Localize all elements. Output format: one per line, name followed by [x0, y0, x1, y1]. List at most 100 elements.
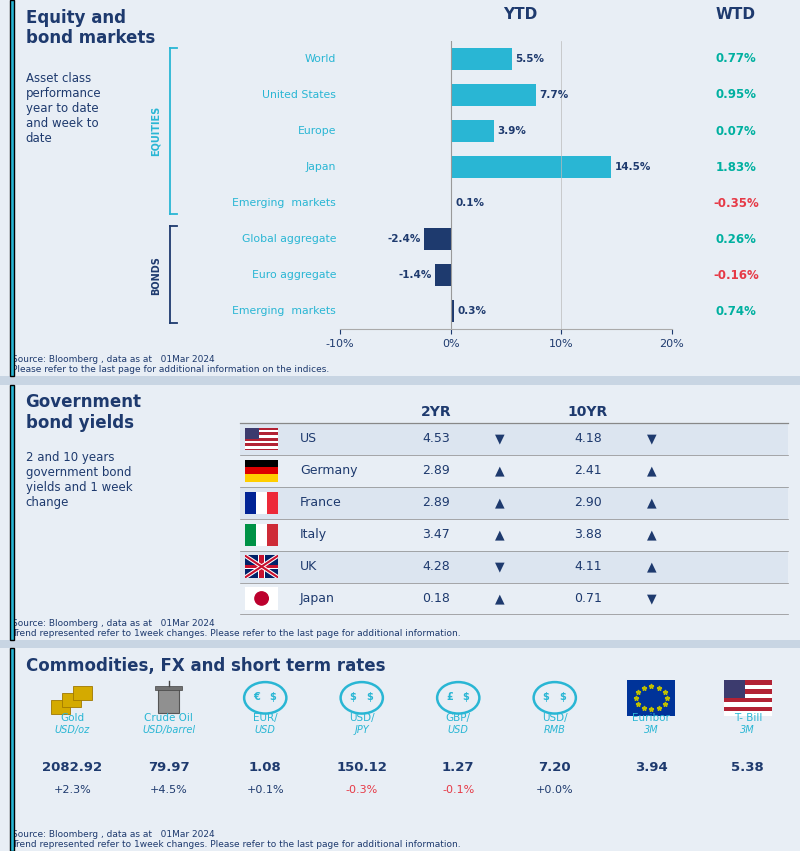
Bar — [267, 523, 278, 545]
Text: 4.28: 4.28 — [422, 560, 450, 573]
Bar — [245, 564, 278, 568]
Bar — [245, 492, 256, 514]
Text: Asset class
performance
year to date
and week to
date: Asset class performance year to date and… — [26, 72, 102, 146]
Text: Japan: Japan — [306, 162, 336, 172]
Text: 7.20: 7.20 — [538, 762, 571, 774]
Text: €: € — [254, 692, 260, 702]
Text: $: $ — [559, 692, 566, 702]
Text: 1.08: 1.08 — [249, 762, 282, 774]
Text: 0.71: 0.71 — [574, 592, 602, 605]
Text: USD: USD — [255, 725, 276, 735]
Text: -0.3%: -0.3% — [346, 785, 378, 795]
Text: Emerging  markets: Emerging markets — [232, 306, 336, 317]
Text: 0.18: 0.18 — [422, 592, 450, 605]
Text: USD/: USD/ — [542, 713, 567, 723]
Text: ▲: ▲ — [647, 560, 657, 573]
Bar — [724, 711, 772, 716]
Text: 5.5%: 5.5% — [515, 54, 544, 64]
Text: +0.0%: +0.0% — [536, 785, 574, 795]
Bar — [450, 84, 536, 106]
Text: 3.47: 3.47 — [422, 528, 450, 541]
Bar — [74, 686, 93, 700]
Text: 79.97: 79.97 — [148, 762, 190, 774]
Text: 1.83%: 1.83% — [715, 161, 757, 174]
Bar — [724, 702, 772, 706]
Text: JPY: JPY — [354, 725, 369, 735]
Text: Japan: Japan — [300, 592, 335, 605]
Text: -0.35%: -0.35% — [713, 197, 759, 209]
Text: $: $ — [542, 692, 550, 702]
Bar — [245, 523, 256, 545]
Text: UK: UK — [300, 560, 318, 573]
Text: ▲: ▲ — [495, 592, 505, 605]
Text: 0.07%: 0.07% — [716, 124, 756, 138]
Text: -0.16%: -0.16% — [713, 269, 759, 282]
Text: 2YR: 2YR — [421, 405, 451, 419]
Text: Euro aggregate: Euro aggregate — [251, 271, 336, 280]
Text: Europe: Europe — [298, 126, 336, 136]
Text: ▲: ▲ — [647, 528, 657, 541]
Text: 2082.92: 2082.92 — [42, 762, 102, 774]
Text: Source: Bloomberg , data as at   01Mar 2024
Trend represented refer to 1week cha: Source: Bloomberg , data as at 01Mar 202… — [12, 619, 461, 638]
Text: £: £ — [446, 692, 453, 702]
Text: EUR/: EUR/ — [253, 713, 278, 723]
Text: 7.7%: 7.7% — [539, 90, 569, 100]
Bar — [245, 446, 278, 448]
Text: 14.5%: 14.5% — [614, 162, 651, 172]
Bar — [155, 686, 182, 690]
Text: 0.77%: 0.77% — [716, 53, 756, 66]
Text: Crude Oil: Crude Oil — [144, 713, 193, 723]
Bar — [258, 556, 265, 578]
Text: +2.3%: +2.3% — [54, 785, 91, 795]
Text: Equity and
bond markets: Equity and bond markets — [26, 9, 155, 48]
Text: WTD: WTD — [716, 7, 756, 22]
Bar — [245, 441, 278, 443]
Bar — [245, 460, 278, 467]
Text: -0.1%: -0.1% — [442, 785, 474, 795]
Text: 3.94: 3.94 — [635, 762, 668, 774]
Text: 3M: 3M — [644, 725, 658, 735]
Bar — [245, 435, 278, 437]
Text: GBP/: GBP/ — [446, 713, 470, 723]
Text: 0.1%: 0.1% — [455, 198, 484, 208]
Bar — [724, 684, 772, 689]
Bar — [245, 467, 278, 475]
Text: Euribor: Euribor — [632, 713, 670, 723]
Text: 4.53: 4.53 — [422, 432, 450, 445]
Bar — [62, 694, 81, 706]
Text: $: $ — [350, 692, 357, 702]
Text: USD/barrel: USD/barrel — [142, 725, 195, 735]
Text: USD: USD — [448, 725, 469, 735]
Text: RMB: RMB — [544, 725, 566, 735]
Text: Italy: Italy — [300, 528, 327, 541]
Text: 1.27: 1.27 — [442, 762, 474, 774]
Text: 0.95%: 0.95% — [715, 89, 757, 101]
Text: 10YR: 10YR — [568, 405, 608, 419]
Circle shape — [255, 591, 268, 605]
Text: 2.89: 2.89 — [422, 465, 450, 477]
Text: ▼: ▼ — [495, 432, 505, 445]
Text: Commodities, FX and short term rates: Commodities, FX and short term rates — [26, 657, 385, 675]
Text: 4.11: 4.11 — [574, 560, 602, 573]
Bar — [245, 475, 278, 482]
Bar — [245, 428, 259, 439]
Text: T- Bill: T- Bill — [734, 713, 762, 723]
Text: 4.18: 4.18 — [574, 432, 602, 445]
Bar — [724, 680, 746, 698]
Text: United States: United States — [262, 90, 336, 100]
Bar — [50, 700, 70, 714]
Text: France: France — [300, 496, 342, 509]
Text: +0.1%: +0.1% — [246, 785, 284, 795]
Text: Emerging  markets: Emerging markets — [232, 198, 336, 208]
Text: 0.26%: 0.26% — [715, 232, 757, 246]
Bar — [256, 523, 267, 545]
Text: ▲: ▲ — [647, 465, 657, 477]
Text: $: $ — [270, 692, 276, 702]
Text: Source: Bloomberg , data as at   01Mar 2024
Trend represented refer to 1week cha: Source: Bloomberg , data as at 01Mar 202… — [12, 830, 461, 849]
Text: Source: Bloomberg , data as at   01Mar 2024
Please refer to the last page for ad: Source: Bloomberg , data as at 01Mar 202… — [12, 355, 330, 374]
Bar — [267, 492, 278, 514]
Text: Government
bond yields: Government bond yields — [26, 393, 142, 432]
Bar — [450, 157, 611, 178]
Text: 0.3%: 0.3% — [458, 306, 486, 317]
Bar — [450, 120, 494, 142]
